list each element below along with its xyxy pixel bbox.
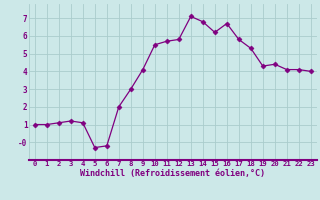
X-axis label: Windchill (Refroidissement éolien,°C): Windchill (Refroidissement éolien,°C) (80, 169, 265, 178)
